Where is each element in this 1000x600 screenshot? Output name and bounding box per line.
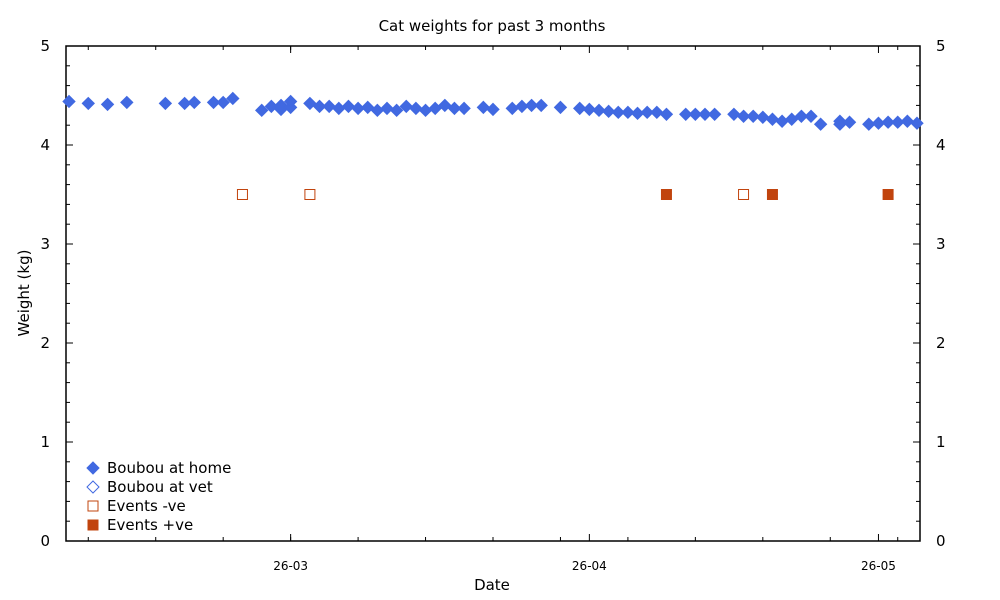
legend-label: Boubou at home	[107, 459, 231, 477]
data-point	[882, 189, 894, 200]
y-tick-label: 1	[40, 433, 50, 451]
data-marks	[62, 91, 924, 200]
legend-marker	[87, 500, 99, 512]
data-point	[158, 96, 173, 111]
data-point	[756, 110, 770, 124]
data-point	[775, 114, 789, 128]
chart-title: Cat weights for past 3 months	[379, 17, 606, 35]
data-point	[216, 95, 230, 110]
data-point	[476, 100, 491, 115]
y-tick-label-right: 2	[936, 334, 946, 352]
data-point	[505, 101, 519, 116]
data-point	[236, 189, 248, 200]
y-tick-label-right: 0	[936, 532, 946, 550]
data-point	[813, 117, 828, 131]
data-point	[399, 99, 413, 114]
legend-marker	[86, 480, 100, 494]
data-point	[332, 101, 346, 116]
y-tick-label-right: 5	[936, 37, 946, 55]
y-axis-label: Weight (kg)	[15, 250, 33, 337]
data-point	[611, 105, 625, 120]
data-point	[226, 91, 240, 106]
legend-label: Events +ve	[107, 516, 193, 534]
data-point	[900, 114, 915, 128]
data-point	[746, 109, 760, 123]
data-point	[660, 189, 672, 200]
data-point	[534, 98, 548, 113]
data-point	[601, 104, 616, 119]
y-tick-label: 4	[40, 136, 50, 154]
data-point	[659, 107, 674, 122]
data-point	[688, 107, 703, 122]
data-point	[380, 101, 394, 116]
data-point	[187, 95, 201, 110]
data-point	[100, 97, 115, 112]
x-tick-label: 26-04	[572, 559, 607, 573]
right-axis-ticks: 0 1 2 3 4 5	[913, 37, 946, 550]
series-0	[62, 91, 924, 131]
data-point	[640, 105, 654, 120]
data-point	[582, 102, 597, 117]
data-point	[592, 103, 606, 118]
x-axis-label: Date	[474, 576, 510, 594]
data-point	[457, 101, 471, 116]
data-point	[766, 189, 778, 200]
data-point	[206, 95, 221, 110]
data-point	[573, 101, 587, 116]
data-point	[650, 105, 664, 120]
data-point	[698, 107, 712, 122]
y-tick-label-right: 1	[936, 433, 946, 451]
y-tick-label-right: 3	[936, 235, 946, 253]
data-point	[765, 112, 780, 126]
series-3	[660, 189, 894, 200]
legend-marker	[87, 519, 99, 531]
data-point	[62, 94, 76, 109]
data-point	[418, 103, 433, 118]
data-point	[881, 115, 895, 129]
data-point	[738, 189, 750, 200]
data-point	[447, 101, 462, 116]
data-point	[524, 98, 539, 113]
data-point	[794, 109, 809, 123]
x-tick-label: 26-03	[273, 559, 308, 573]
legend-marker	[86, 461, 100, 475]
data-point	[553, 100, 568, 115]
legend-label: Events -ve	[107, 497, 186, 515]
data-point	[486, 102, 500, 117]
data-point	[341, 99, 356, 114]
x-tick-label: 26-05	[861, 559, 896, 573]
data-point	[910, 116, 924, 130]
data-point	[304, 189, 316, 200]
data-point	[842, 115, 857, 129]
data-point	[312, 99, 327, 114]
data-point	[707, 107, 722, 122]
data-point	[81, 96, 95, 111]
data-point	[736, 109, 751, 123]
data-point	[804, 109, 818, 123]
data-point	[274, 98, 288, 113]
data-point	[120, 95, 134, 110]
y-tick-label: 3	[40, 235, 50, 253]
data-point	[283, 94, 298, 109]
y-tick-label: 0	[40, 532, 50, 550]
legend-label: Boubou at vet	[107, 478, 213, 496]
data-point	[679, 107, 693, 122]
x-axis-ticks: 26-03 26-04 26-05	[87, 46, 899, 573]
data-point	[727, 107, 741, 122]
y-tick-label-right: 4	[936, 136, 946, 154]
y-tick-label: 2	[40, 334, 50, 352]
data-point	[621, 105, 635, 120]
left-axis-ticks: 0 1 2 3 4 5	[40, 37, 73, 550]
data-point	[409, 101, 423, 116]
data-point	[322, 99, 336, 114]
series-2	[236, 189, 750, 200]
data-point	[389, 103, 404, 118]
data-point	[255, 103, 269, 118]
y-tick-label: 5	[40, 37, 50, 55]
